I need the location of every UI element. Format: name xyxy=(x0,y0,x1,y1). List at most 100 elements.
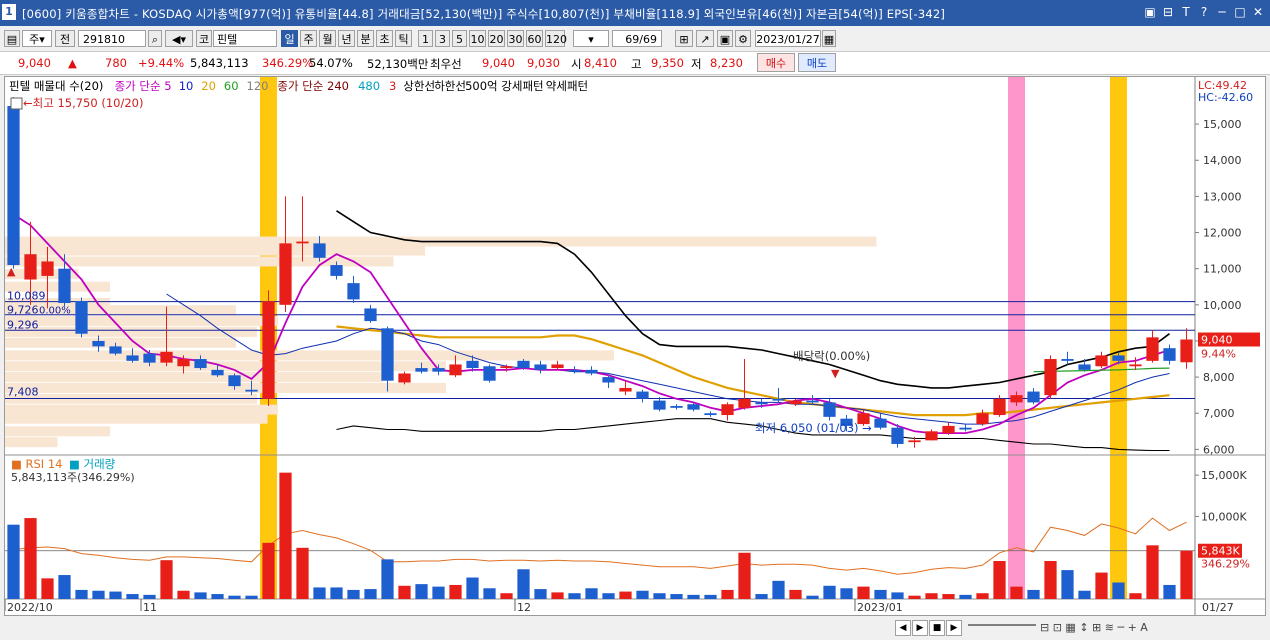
change-rate: +9.44% xyxy=(138,56,185,70)
legend-item-8: 3 xyxy=(389,79,396,93)
minimize-icon[interactable]: ─ xyxy=(1218,5,1226,19)
volume-bar xyxy=(24,518,37,599)
unit-select[interactable]: ▾ xyxy=(573,30,609,47)
candle-body xyxy=(347,283,360,300)
maximize-icon[interactable]: □ xyxy=(1234,5,1246,19)
bottom-tool-icons[interactable]: ⊟ ⊡ ▦ ↕ ⊞ ≋ ─ + A xyxy=(1040,621,1148,634)
interval-button-6[interactable]: 60 xyxy=(526,30,543,47)
tools-icon[interactable]: ⊞ xyxy=(675,30,693,47)
rsi-legend: ■ RSI 14 xyxy=(11,457,63,471)
volume-bar xyxy=(874,589,887,599)
volume-bar xyxy=(789,589,802,599)
period-button-2[interactable]: 월 xyxy=(319,30,336,47)
time-tick-label: 2023/01 xyxy=(857,601,903,614)
volume-bar xyxy=(432,586,445,599)
highlight-band-2 xyxy=(1110,77,1127,599)
candle-body xyxy=(126,355,139,361)
price-tag-label: 9,040 xyxy=(1201,334,1233,347)
stock-name-field[interactable]: 핀텔 xyxy=(213,30,277,47)
candle-body xyxy=(143,353,156,363)
dividend-label: 배당락(0.00%) xyxy=(793,349,870,363)
period-button-1[interactable]: 주 xyxy=(300,30,317,47)
volume-profile-bar-13 xyxy=(5,382,446,393)
menu-icon[interactable]: ▤ xyxy=(4,30,20,47)
market-label[interactable]: 코 xyxy=(196,30,212,47)
candle-body xyxy=(908,440,921,443)
price-tick-label: 11,000 xyxy=(1203,263,1242,276)
sell-button[interactable]: 매도 xyxy=(798,53,836,72)
calendar-icon[interactable]: ▦ xyxy=(822,30,836,47)
period-button-0[interactable]: 일 xyxy=(281,30,298,47)
volume-bar xyxy=(1027,589,1040,599)
candle-body xyxy=(619,387,632,392)
volume-profile-bar-9 xyxy=(5,337,236,348)
period-button-4[interactable]: 분 xyxy=(357,30,374,47)
save-icon[interactable]: ▣ xyxy=(717,30,733,47)
open-price: 8,410 xyxy=(584,56,617,70)
zoom-slider[interactable] xyxy=(968,624,1036,626)
candle-body xyxy=(517,360,530,369)
volume-bar xyxy=(483,588,496,599)
price-tick-label: 8,000 xyxy=(1203,371,1235,384)
speaker-icon[interactable]: ◀▾ xyxy=(165,30,193,47)
candle-body xyxy=(466,360,479,369)
volume-profile-bar-15 xyxy=(5,404,278,415)
volume-bar xyxy=(160,560,173,599)
chart-icon[interactable]: ↗ xyxy=(696,30,714,47)
lower-band-line xyxy=(336,418,1170,452)
search-icon[interactable]: ⌕ xyxy=(148,30,162,47)
prev-button[interactable]: 전 xyxy=(55,30,75,47)
candle-body xyxy=(1146,337,1159,361)
interval-button-0[interactable]: 1 xyxy=(418,30,433,47)
mode-select[interactable]: 주▾ xyxy=(22,30,52,47)
volume-profile-bar-2 xyxy=(5,256,394,267)
candle-body xyxy=(262,301,275,399)
open-label: 시 xyxy=(571,57,582,71)
volume-bar xyxy=(1146,545,1159,599)
stock-code-input[interactable]: 291810 xyxy=(78,30,146,47)
interval-button-3[interactable]: 10 xyxy=(469,30,486,47)
interval-button-5[interactable]: 30 xyxy=(507,30,524,47)
volume-bar xyxy=(449,584,462,599)
volume-bar xyxy=(313,587,326,599)
interval-button-7[interactable]: 120 xyxy=(545,30,567,47)
legend-item-9: 상한선 xyxy=(403,79,435,93)
chart-area[interactable]: 15,00014,00013,00012,00011,00010,0009,00… xyxy=(4,76,1266,616)
period-button-5[interactable]: 초 xyxy=(376,30,393,47)
help-icon[interactable]: ? xyxy=(1200,5,1208,19)
settings-icon[interactable]: ⚙ xyxy=(735,30,751,47)
high-price: 9,350 xyxy=(651,56,684,70)
candle-body xyxy=(1010,395,1023,403)
count-field[interactable]: 69/69 xyxy=(612,30,662,47)
candlestick-chart[interactable]: 15,00014,00013,00012,00011,00010,0009,00… xyxy=(4,77,1265,615)
window-number-icon[interactable]: 1 xyxy=(2,4,16,20)
interval-button-4[interactable]: 20 xyxy=(488,30,505,47)
price-tick-label: 15,000 xyxy=(1203,118,1242,131)
stop-button[interactable]: ■ xyxy=(929,620,945,636)
interval-button-1[interactable]: 3 xyxy=(435,30,450,47)
time-tick-label: 11 xyxy=(143,601,157,614)
volume-bar xyxy=(381,559,394,599)
best-price-label: 최우선 xyxy=(430,57,462,71)
buy-button[interactable]: 매수 xyxy=(757,53,795,72)
volume-bar xyxy=(1078,590,1091,599)
scroll-right-button[interactable]: ▶ xyxy=(912,620,928,636)
rate-tag-label: 9.44% xyxy=(1201,348,1236,361)
volume-bar xyxy=(1129,593,1142,599)
candle-body xyxy=(41,261,54,276)
period-button-3[interactable]: 년 xyxy=(338,30,355,47)
screen-icon[interactable]: ▣ xyxy=(1144,5,1156,19)
volume-tick-label: 15,000K xyxy=(1201,469,1247,482)
candle-body xyxy=(398,373,411,383)
candle-body xyxy=(738,398,751,408)
date-field[interactable]: 2023/01/27 xyxy=(755,30,821,47)
period-button-6[interactable]: 틱 xyxy=(395,30,412,47)
play-button[interactable]: ▶ xyxy=(946,620,962,636)
candle-body xyxy=(840,418,853,426)
close-icon[interactable]: ✕ xyxy=(1252,5,1264,19)
text-icon[interactable]: T xyxy=(1182,5,1190,19)
layout-icon[interactable]: ⊟ xyxy=(1162,5,1174,19)
scroll-left-button[interactable]: ◀ xyxy=(895,620,911,636)
candle-body xyxy=(58,268,71,304)
interval-button-2[interactable]: 5 xyxy=(452,30,467,47)
